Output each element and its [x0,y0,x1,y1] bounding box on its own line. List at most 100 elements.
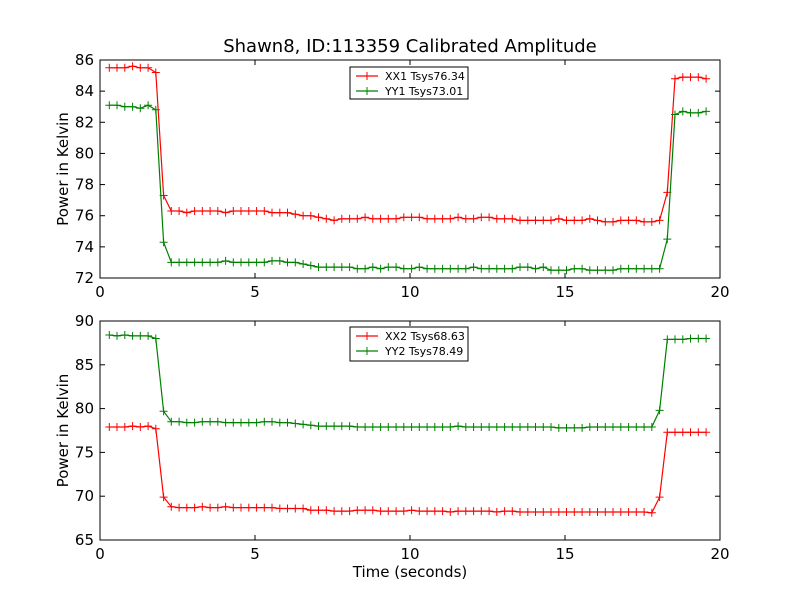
data-point-marker [585,266,594,275]
data-point-marker [291,210,300,219]
data-point-marker [105,63,114,72]
data-point-marker [562,423,571,432]
data-point-marker [384,263,393,272]
data-point-marker [113,63,121,72]
data-point-marker [175,417,184,426]
data-point-marker [616,508,625,516]
y-tick-label: 74 [75,238,94,256]
data-point-marker [384,423,393,431]
data-point-marker [655,264,664,273]
data-point-marker [407,506,416,515]
data-point-marker [562,508,571,516]
data-point-marker [461,507,470,516]
data-point-marker [384,507,393,516]
data-point-marker [237,258,245,267]
data-point-marker [415,263,424,272]
data-point-marker [492,214,501,223]
data-point-marker [423,214,432,223]
data-point-marker [322,263,331,272]
data-point-marker [283,504,292,513]
data-point-marker [128,422,137,431]
legend-marker [363,332,371,340]
data-point-marker [492,423,501,431]
data-point-marker [523,508,532,516]
data-point-marker [345,263,354,272]
legend-box [349,66,469,100]
data-point-marker [353,214,362,223]
data-point-marker [190,258,199,267]
data-point-marker [686,334,695,343]
data-point-marker [283,208,292,217]
data-point-marker [182,208,191,217]
data-point-marker [469,423,478,431]
y-tick-label: 75 [75,443,94,461]
data-point-marker [244,258,253,267]
data-point-marker [151,105,160,114]
data-point-marker [105,101,114,110]
data-point-marker [578,423,587,432]
data-point-marker [361,506,370,515]
data-point-marker [275,256,284,265]
data-point-marker [469,214,478,223]
data-point-marker [702,428,711,437]
data-point-marker [314,422,323,431]
data-point-marker [283,418,292,427]
data-point-marker [508,264,517,273]
data-point-marker [229,258,238,267]
y-axis-label: Power in Kelvin [54,374,72,488]
data-point-marker [190,207,199,215]
data-point-marker [678,428,687,437]
data-point-marker [392,263,401,272]
data-point-marker [492,508,501,516]
data-point-marker [299,260,308,268]
x-tick-label: 15 [555,283,574,301]
data-point-marker [175,503,184,512]
data-point-marker [221,256,230,265]
data-point-marker [454,264,463,273]
y-tick-label: 84 [75,82,94,100]
data-point-marker [477,507,486,516]
data-point-marker [182,258,191,267]
data-point-marker [562,266,571,275]
data-point-marker [237,503,245,512]
data-point-marker [570,423,579,432]
data-point-marker [291,258,300,267]
data-point-marker [415,213,424,222]
data-point-marker [593,266,602,275]
data-point-marker [260,207,269,215]
data-point-marker [477,264,486,273]
y-tick-label: 85 [75,356,94,374]
data-point-marker [609,423,617,431]
data-point-marker [337,263,346,272]
data-point-marker [547,216,555,225]
data-point-marker [353,264,362,273]
data-point-marker [229,503,238,512]
data-point-marker [268,256,276,265]
data-point-marker [624,216,633,225]
data-point-marker [492,264,501,273]
data-point-marker [485,507,494,516]
series-yy2 [105,331,711,432]
data-point-marker [516,423,524,431]
data-point-marker [268,417,276,426]
data-point-marker [159,238,168,247]
data-point-marker [136,104,145,113]
data-point-marker [415,423,424,431]
data-point-marker [632,216,641,225]
data-point-marker [244,207,253,215]
y-axis-label: Power in Kelvin [54,112,72,226]
data-point-marker [275,504,284,513]
x-tick-label: 10 [400,283,419,301]
data-point-marker [376,507,385,516]
data-point-marker [206,207,215,215]
data-point-marker [399,213,408,222]
y-tick-label: 72 [75,269,94,287]
data-point-marker [655,406,664,415]
data-point-marker [554,214,563,223]
data-point-marker [585,508,594,516]
data-point-marker [275,418,284,427]
data-point-marker [702,74,711,83]
data-point-marker [616,264,625,273]
data-point-marker [213,417,222,426]
